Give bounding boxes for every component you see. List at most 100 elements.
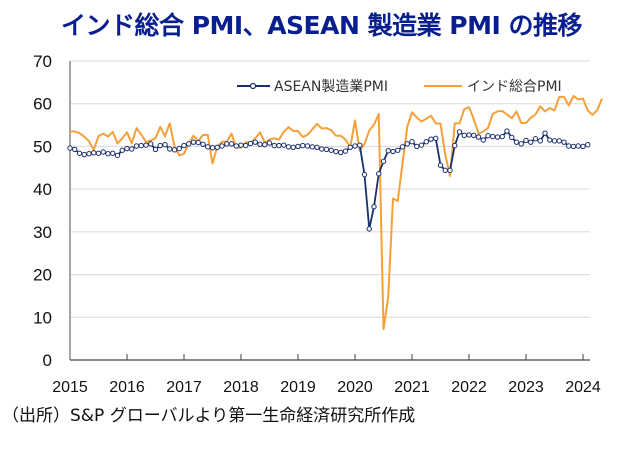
asean-pmi-point	[528, 139, 534, 145]
asean-pmi-point	[480, 137, 486, 143]
asean-pmi-point	[157, 142, 163, 149]
asean-pmi-point	[95, 150, 102, 156]
asean-pmi-point	[100, 149, 106, 155]
asean-pmi-point	[133, 143, 140, 149]
asean-pmi-point	[475, 134, 482, 140]
x-tick-label: 2017	[166, 379, 202, 396]
asean-pmi-point	[209, 145, 216, 151]
y-tick-label: 70	[33, 52, 52, 71]
asean-pmi-point	[518, 141, 524, 147]
asean-pmi-point	[323, 146, 330, 153]
asean-pmi-point	[252, 139, 258, 145]
asean-pmi-point	[214, 144, 220, 150]
asean-pmi-point	[357, 142, 363, 148]
asean-pmi-point	[162, 142, 168, 148]
asean-pmi-point	[442, 167, 448, 174]
asean-pmi-point	[523, 137, 529, 144]
asean-pmi-point	[328, 147, 334, 153]
x-tick-label: 2015	[52, 379, 88, 396]
asean-pmi-point	[352, 143, 358, 149]
y-tick-label: 30	[33, 223, 52, 242]
asean-pmi-point	[423, 139, 429, 145]
asean-pmi-point	[281, 142, 287, 148]
asean-pmi-point	[167, 146, 173, 152]
asean-pmi-point	[300, 142, 306, 149]
asean-pmi-point	[81, 151, 87, 158]
asean-pmi-point	[456, 129, 463, 135]
asean-pmi-point	[499, 133, 505, 140]
asean-pmi-point	[262, 142, 268, 148]
x-tick-label: 2020	[337, 379, 373, 396]
asean-pmi-point	[452, 142, 458, 149]
y-tick-label: 40	[33, 180, 52, 199]
asean-pmi-point	[224, 141, 230, 147]
asean-pmi-point	[247, 140, 254, 147]
asean-pmi-point	[219, 143, 225, 149]
asean-pmi-point	[490, 133, 496, 140]
x-tick-label: 2018	[223, 379, 259, 396]
asean-pmi-point	[366, 226, 372, 232]
grid-layer	[70, 60, 590, 318]
asean-pmi-point	[319, 146, 325, 152]
asean-pmi-point	[414, 143, 420, 150]
asean-pmi-point	[570, 143, 577, 150]
asean-pmi-point	[181, 142, 187, 149]
x-tick-label: 2016	[109, 379, 145, 396]
asean-pmi-point	[86, 150, 92, 157]
asean-pmi-point	[152, 146, 159, 153]
asean-pmi-point	[513, 139, 520, 145]
asean-pmi-point	[561, 139, 567, 145]
asean-pmi-point	[380, 158, 387, 165]
x-tick-label: 2019	[280, 379, 316, 396]
asean-pmi-point	[200, 141, 206, 147]
asean-pmi-point	[376, 171, 382, 177]
asean-pmi-point	[124, 145, 130, 152]
india-pmi-line	[70, 95, 603, 331]
y-tick-label: 0	[43, 351, 52, 370]
asean-pmi-point	[385, 148, 391, 154]
asean-pmi-point	[494, 134, 501, 140]
source-note: （出所）S&P グローバルより第一生命経済研究所作成	[2, 406, 416, 426]
asean-pmi-point	[205, 144, 211, 150]
asean-pmi-point	[532, 136, 539, 142]
y-tick-label: 60	[33, 95, 52, 114]
chart-title: インド総合 PMI、ASEAN 製造業 PMI の推移	[60, 11, 583, 40]
asean-pmi-point	[186, 141, 192, 147]
asean-pmi-point	[143, 142, 149, 148]
asean-pmi-point	[233, 143, 239, 149]
asean-pmi-point	[76, 150, 83, 156]
asean-pmi-point	[395, 147, 401, 153]
x-tick-label: 2023	[508, 379, 544, 396]
x-tick-label: 2022	[451, 379, 487, 396]
asean-pmi-point	[338, 149, 344, 156]
asean-pmi-point	[418, 142, 425, 148]
asean-pmi-point	[585, 142, 591, 148]
asean-pmi-point	[314, 144, 320, 150]
asean-pmi-point	[542, 130, 548, 136]
legend-asean-marker	[249, 82, 257, 90]
legend-india-label: インド総合PMI	[467, 79, 562, 95]
legend: ASEAN製造業PMI インド総合PMI	[237, 79, 562, 95]
asean-pmi-point	[105, 150, 111, 157]
asean-pmi-point	[342, 148, 349, 154]
asean-pmi-point	[276, 142, 282, 149]
y-tick-label: 50	[33, 137, 52, 156]
asean-pmi-point	[466, 132, 472, 138]
asean-pmi-point	[575, 143, 581, 149]
asean-pmi-point	[428, 136, 434, 142]
asean-pmi-point	[333, 148, 339, 155]
asean-pmi-point	[437, 162, 444, 168]
x-tick-label: 2024	[565, 379, 601, 396]
asean-pmi-point	[399, 144, 406, 150]
asean-pmi-point	[266, 140, 273, 146]
asean-pmi-point	[295, 143, 301, 150]
asean-pmi-point	[190, 139, 197, 145]
asean-pmi-point	[257, 141, 263, 147]
asean-pmi-point	[110, 150, 116, 156]
asean-pmi-point	[67, 145, 73, 151]
asean-pmi-point	[228, 141, 235, 147]
asean-pmi-point	[304, 143, 311, 149]
asean-pmi-point	[309, 144, 315, 150]
asean-pmi-point	[243, 142, 249, 149]
